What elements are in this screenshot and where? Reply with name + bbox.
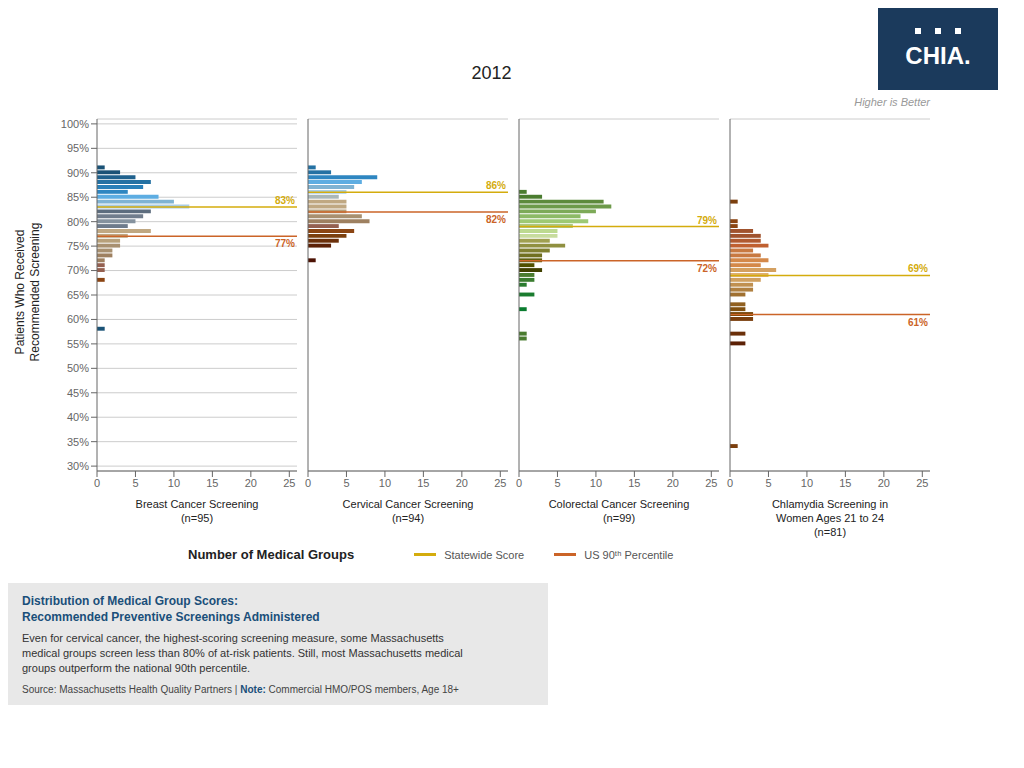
svg-text:30%: 30% <box>67 460 89 472</box>
svg-text:90%: 90% <box>67 167 89 179</box>
svg-text:25: 25 <box>916 477 928 489</box>
svg-text:15: 15 <box>839 477 851 489</box>
svg-text:45%: 45% <box>67 387 89 399</box>
svg-text:72%: 72% <box>697 263 717 274</box>
html-text:Higher is Better: Higher is Better <box>854 96 930 108</box>
svg-text:95%: 95% <box>67 142 89 154</box>
svg-text:20: 20 <box>456 477 468 489</box>
html-text:Source: Massachusetts Health Q: Source: Massachusetts Health Quality Par… <box>22 684 459 695</box>
svg-text:15: 15 <box>206 477 218 489</box>
svg-text:70%: 70% <box>67 264 89 276</box>
html-text:Number of Medical Groups: Number of Medical Groups <box>188 547 355 562</box>
html-text:Colorectal Cancer Screening (n: Colorectal Cancer Screening (n=99) <box>548 498 690 524</box>
svg-text:100%: 100% <box>61 118 89 130</box>
svg-text:0: 0 <box>94 477 100 489</box>
html-text:Statewide Score: Statewide Score <box>444 548 525 561</box>
svg-text:10: 10 <box>801 477 813 489</box>
svg-text:5: 5 <box>132 477 138 489</box>
svg-text:35%: 35% <box>67 436 89 448</box>
svg-text:5: 5 <box>765 477 771 489</box>
svg-text:15: 15 <box>628 477 640 489</box>
svg-text:25: 25 <box>283 477 295 489</box>
svg-text:60%: 60% <box>67 313 89 325</box>
html-text:2012: 2012 <box>471 63 512 83</box>
svg-text:55%: 55% <box>67 338 89 350</box>
svg-text:86%: 86% <box>486 180 506 191</box>
svg-text:50%: 50% <box>67 362 89 374</box>
svg-text:10: 10 <box>590 477 602 489</box>
svg-text:79%: 79% <box>697 215 717 226</box>
svg-text:0: 0 <box>516 477 522 489</box>
svg-text:25: 25 <box>494 477 506 489</box>
svg-text:20: 20 <box>878 477 890 489</box>
svg-text:80%: 80% <box>67 216 89 228</box>
svg-text:15: 15 <box>417 477 429 489</box>
html-text:Patients Who Received Recommen: Patients Who Received Recommended Screen… <box>13 222 42 362</box>
html-text:Even for cervical cancer, the: Even for cervical cancer, the highest-sc… <box>22 632 463 674</box>
svg-text:85%: 85% <box>67 191 89 203</box>
html-text:Breast Cancer Screening (n=95): Breast Cancer Screening (n=95) <box>135 498 259 524</box>
html-text:Recommended Preventive Screeni: Recommended Preventive Screenings Admini… <box>22 610 320 624</box>
html-text:Chlamydia Screening in Women A: Chlamydia Screening in Women Ages 21 to … <box>771 498 889 538</box>
svg-text:77%: 77% <box>275 238 295 249</box>
html-text:US 90ᵗʰ Percentile: US 90ᵗʰ Percentile <box>584 548 674 561</box>
svg-text:10: 10 <box>168 477 180 489</box>
svg-text:5: 5 <box>554 477 560 489</box>
svg-text:0: 0 <box>305 477 311 489</box>
svg-text:20: 20 <box>667 477 679 489</box>
svg-text:82%: 82% <box>486 214 506 225</box>
svg-text:83%: 83% <box>275 195 295 206</box>
svg-text:25: 25 <box>705 477 717 489</box>
svg-text:40%: 40% <box>67 411 89 423</box>
svg-text:75%: 75% <box>67 240 89 252</box>
svg-text:65%: 65% <box>67 289 89 301</box>
html-text:CHIA.: CHIA. <box>905 42 971 69</box>
svg-text:61%: 61% <box>908 317 928 328</box>
svg-text:0: 0 <box>727 477 733 489</box>
svg-text:69%: 69% <box>908 263 928 274</box>
html-text:Cervical Cancer Screening (n=9: Cervical Cancer Screening (n=94) <box>342 498 474 524</box>
svg-text:10: 10 <box>379 477 391 489</box>
svg-text:20: 20 <box>245 477 257 489</box>
svg-text:5: 5 <box>343 477 349 489</box>
html-text:Distribution of Medical Group: Distribution of Medical Group Scores: <box>22 594 238 608</box>
